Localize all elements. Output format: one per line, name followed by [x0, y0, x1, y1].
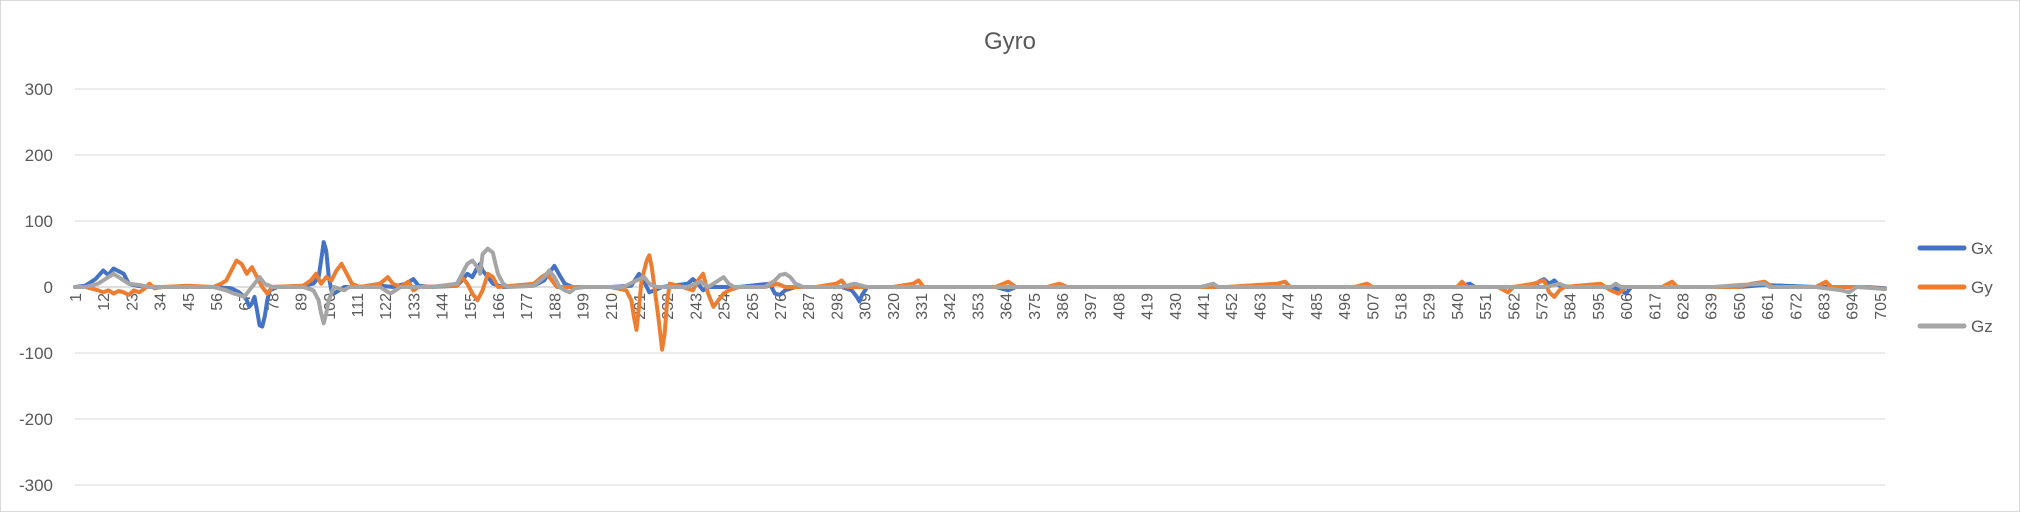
x-tick-label: 12: [96, 293, 113, 311]
x-tick-label: 617: [1647, 293, 1664, 320]
x-tick-label: 540: [1450, 293, 1467, 320]
x-tick-label: 320: [886, 293, 903, 320]
x-tick-label: 243: [688, 293, 705, 320]
x-tick-label: 496: [1337, 293, 1354, 320]
legend[interactable]: Gx Gy Gz: [1917, 239, 1993, 336]
x-tick-label: 144: [435, 293, 452, 320]
x-tick-label: 34: [153, 293, 170, 311]
x-tick-label: 639: [1704, 293, 1721, 320]
x-axis-ticks: 1 12 23 34 45 56 67 78 89 100 111 122 133 144 155 166 17…: [68, 293, 1890, 320]
x-tick-label: 276: [773, 293, 790, 320]
x-tick-label: 650: [1732, 293, 1749, 320]
x-tick-label: 23: [124, 293, 141, 311]
x-tick-label: 485: [1309, 293, 1326, 320]
x-tick-label: 1: [68, 293, 85, 302]
series-line-gz: [73, 246, 1887, 326]
x-tick-label: 188: [547, 293, 564, 320]
x-tick-label: 331: [914, 293, 931, 320]
x-tick-label: 386: [1055, 293, 1072, 320]
y-tick-label: -300: [19, 476, 53, 495]
x-tick-label: 606: [1619, 293, 1636, 320]
x-tick-label: 56: [209, 293, 226, 311]
y-tick-label: 100: [25, 212, 53, 231]
x-tick-label: 529: [1422, 293, 1439, 320]
x-tick-label: 694: [1845, 293, 1862, 320]
x-tick-label: 463: [1252, 293, 1269, 320]
legend-label: Gx: [1971, 239, 1993, 258]
series-line-gy: [73, 253, 1887, 352]
x-tick-label: 595: [1591, 293, 1608, 320]
x-tick-label: 177: [519, 293, 536, 320]
x-tick-label: 122: [378, 293, 395, 320]
x-tick-label: 287: [801, 293, 818, 320]
x-tick-label: 705: [1873, 293, 1890, 320]
x-tick-label: 353: [970, 293, 987, 320]
x-tick-label: 210: [604, 293, 621, 320]
legend-item-gy[interactable]: Gy: [1917, 278, 1993, 297]
x-tick-label: 342: [942, 293, 959, 320]
x-tick-label: 364: [999, 293, 1016, 320]
chart-title: Gyro: [984, 28, 1036, 55]
x-tick-label: 298: [829, 293, 846, 320]
y-axis-ticks: 300 200 100 0 -100 -200 -300: [19, 80, 53, 495]
x-tick-label: 683: [1816, 293, 1833, 320]
x-tick-label: 419: [1140, 293, 1157, 320]
x-tick-label: 199: [576, 293, 593, 320]
x-tick-label: 573: [1534, 293, 1551, 320]
y-tick-label: 200: [25, 146, 53, 165]
x-tick-label: 628: [1675, 293, 1692, 320]
x-tick-label: 518: [1393, 293, 1410, 320]
y-tick-label: -100: [19, 344, 53, 363]
x-tick-label: 562: [1506, 293, 1523, 320]
y-tick-label: 0: [44, 278, 53, 297]
x-tick-label: 430: [1168, 293, 1185, 320]
y-tick-label: -200: [19, 410, 53, 429]
x-tick-label: 397: [1083, 293, 1100, 320]
x-tick-label: 507: [1365, 293, 1382, 320]
y-tick-label: 300: [25, 80, 53, 99]
x-tick-label: 166: [491, 293, 508, 320]
legend-item-gz[interactable]: Gz: [1917, 317, 1993, 336]
x-tick-label: 133: [406, 293, 423, 320]
x-tick-label: 408: [1111, 293, 1128, 320]
series-lines: [73, 240, 1887, 352]
x-tick-label: 474: [1281, 293, 1298, 320]
legend-label: Gy: [1971, 278, 1993, 297]
x-tick-label: 551: [1478, 293, 1495, 320]
legend-label: Gz: [1971, 317, 1993, 336]
legend-item-gx[interactable]: Gx: [1917, 239, 1993, 258]
x-tick-label: 265: [745, 293, 762, 320]
x-tick-label: 452: [1224, 293, 1241, 320]
x-tick-label: 661: [1760, 293, 1777, 320]
x-tick-label: 375: [1027, 293, 1044, 320]
x-tick-label: 441: [1196, 293, 1213, 320]
x-tick-label: 584: [1563, 293, 1580, 320]
x-tick-label: 89: [294, 293, 311, 311]
x-tick-label: 111: [350, 293, 367, 317]
x-tick-label: 672: [1788, 293, 1805, 320]
x-tick-label: 45: [181, 293, 198, 311]
